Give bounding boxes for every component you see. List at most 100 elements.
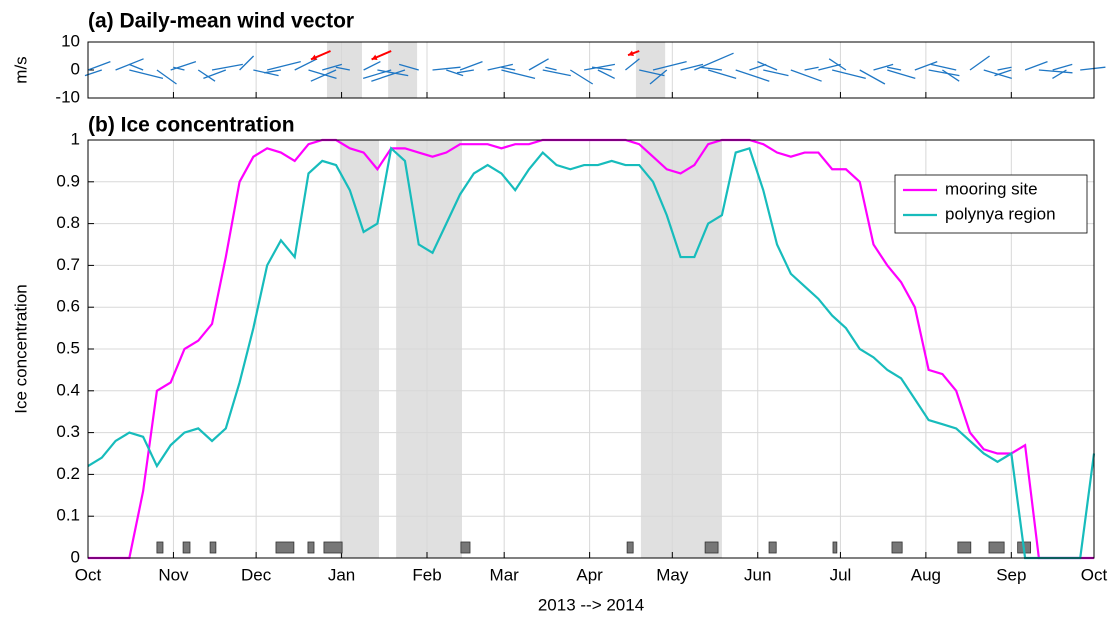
y-tick-label: 0 <box>71 59 80 78</box>
wind-stick <box>264 69 282 74</box>
wind-stick <box>1052 63 1073 71</box>
event-box <box>460 541 471 554</box>
wind-stick <box>804 66 819 71</box>
wind-stick <box>310 69 337 82</box>
event-box <box>275 541 295 554</box>
wind-stick <box>335 66 350 71</box>
wind-stick <box>432 66 461 71</box>
wind-stick <box>699 66 722 71</box>
event-box <box>182 541 191 554</box>
wind-stick <box>173 66 185 71</box>
wind-stick <box>197 69 216 82</box>
wind-stick <box>363 61 381 71</box>
y-tick-label: 0.7 <box>56 255 80 274</box>
x-tick-label: Feb <box>412 565 441 584</box>
wind-stick <box>203 69 227 80</box>
legend-label: mooring site <box>945 179 1038 198</box>
wind-stick <box>763 69 789 77</box>
wind-stick <box>487 63 513 71</box>
x-tick-label: Oct <box>1081 565 1108 584</box>
wind-stick <box>583 63 616 71</box>
wind-stick <box>1052 69 1067 79</box>
wind-stick <box>545 66 557 71</box>
legend-box <box>894 174 1088 234</box>
event-box <box>704 541 719 554</box>
wind-stick <box>239 55 255 71</box>
x-tick-label: May <box>656 565 689 584</box>
event-box <box>768 541 777 554</box>
wind-stick <box>170 60 197 71</box>
wind-stick <box>757 61 778 71</box>
event-box <box>307 541 315 554</box>
y-tick-label: 0.3 <box>56 422 80 441</box>
shaded-period <box>388 42 418 98</box>
wind-stick <box>997 66 1012 71</box>
x-tick-label: Mar <box>490 565 520 584</box>
wind-stick <box>446 69 464 77</box>
wind-stick <box>501 69 536 80</box>
wind-stick <box>266 60 301 71</box>
wind-stick <box>735 69 770 82</box>
wind-stick <box>591 66 612 71</box>
y-axis-label: m/s <box>11 56 30 83</box>
y-tick-label: 0.9 <box>56 171 80 190</box>
wind-stick <box>129 69 164 80</box>
y-tick-label: 0.1 <box>56 506 80 525</box>
event-box <box>209 541 217 554</box>
y-tick-label: -10 <box>55 87 80 106</box>
wind-stick <box>942 69 960 82</box>
x-tick-label: Apr <box>576 565 603 584</box>
wind-stick <box>501 66 516 71</box>
wind-stick <box>832 69 866 80</box>
wind-stick <box>294 58 318 71</box>
wind-stick <box>749 63 767 71</box>
wind-stick <box>87 60 111 71</box>
x-tick-label: Jul <box>830 565 852 584</box>
wind-stick <box>649 69 668 85</box>
event-box <box>988 541 1005 554</box>
y-tick-label: 0.6 <box>56 297 80 316</box>
wind-stick <box>211 63 243 71</box>
arrow-head <box>310 54 317 60</box>
x-tick-label: Nov <box>158 565 189 584</box>
event-box <box>891 541 903 554</box>
wind-stick <box>308 69 337 80</box>
event-box <box>156 541 164 554</box>
wind-stick <box>887 69 916 80</box>
legend-label: polynya region <box>945 204 1056 223</box>
wind-stick <box>914 60 938 71</box>
y-tick-label: 1 <box>71 129 80 148</box>
wind-stick <box>456 69 474 74</box>
wind-stick <box>362 69 392 80</box>
wind-stick <box>156 69 177 85</box>
wind-stick <box>1038 69 1073 74</box>
line-series <box>87 146 1096 560</box>
x-tick-label: Jan <box>328 565 355 584</box>
wind-stick <box>928 69 960 77</box>
wind-stick <box>371 69 406 82</box>
event-box <box>626 541 634 554</box>
wind-stick <box>859 69 886 85</box>
wind-stick <box>322 63 343 71</box>
y-tick-label: 0.4 <box>56 380 80 399</box>
wind-stick <box>969 55 990 71</box>
panel-a-title: (a) Daily-mean wind vector <box>88 10 354 33</box>
x-tick-label: Oct <box>75 565 102 584</box>
wind-stick <box>597 69 615 79</box>
x-axis-label: 2013 --> 2014 <box>538 595 644 614</box>
event-box <box>832 541 838 554</box>
wind-stick <box>873 63 894 71</box>
event-box <box>957 541 972 554</box>
axes-frame <box>87 41 1095 99</box>
wind-stick <box>625 58 640 71</box>
wind-stick <box>828 58 847 71</box>
axes-frame <box>87 139 1095 559</box>
wind-stick <box>569 69 594 85</box>
wind-stick <box>528 58 549 71</box>
y-tick-label: 0.8 <box>56 213 80 232</box>
wind-stick <box>1024 60 1048 71</box>
y-tick-label: 0.2 <box>56 464 80 483</box>
arrow-head <box>628 50 634 57</box>
